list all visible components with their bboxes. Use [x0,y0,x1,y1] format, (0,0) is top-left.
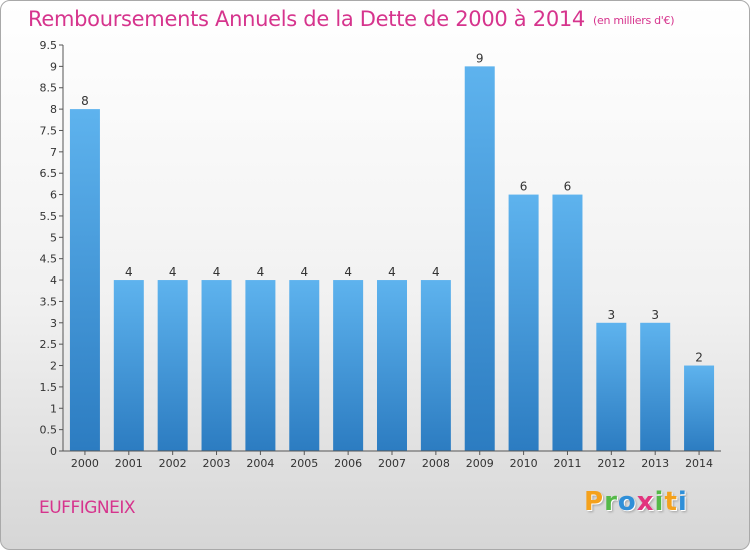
data-label-2010: 6 [520,180,528,194]
x-tick-label-2013: 2013 [641,457,669,470]
x-tick-label-2012: 2012 [597,457,625,470]
data-label-2014: 2 [695,351,703,365]
x-tick-label-2005: 2005 [290,457,318,470]
x-tick-label-2000: 2000 [71,457,99,470]
y-tick-label: 2.5 [40,338,58,351]
data-label-2012: 3 [608,308,616,322]
x-tick-label-2009: 2009 [466,457,494,470]
x-tick-label-2002: 2002 [159,457,187,470]
bar-2002 [157,280,188,451]
data-label-2000: 8 [81,94,89,108]
bar-2008 [420,280,451,451]
bar-2013 [640,322,671,451]
chart-unit-label: (en milliers d'€) [593,14,675,27]
y-tick-label: 5.5 [40,210,58,223]
data-label-2003: 4 [213,265,221,279]
y-tick-label: 7 [50,146,57,159]
data-label-2009: 9 [476,51,484,65]
data-label-2013: 3 [651,308,659,322]
bar-2009 [464,66,495,452]
bar-2000 [69,109,100,452]
x-tick-label-2001: 2001 [115,457,143,470]
x-tick-label-2010: 2010 [510,457,538,470]
chart-title: Remboursements Annuels de la Dette de 20… [28,7,674,31]
y-tick-label: 2 [50,360,57,373]
commune-name: EUFFIGNEIX [39,498,136,518]
y-tick-label: 8.5 [40,82,58,95]
data-label-2006: 4 [344,265,352,279]
y-tick-label: 1.5 [40,381,58,394]
y-axis: 0 0.5 1 1.5 2 2.5 3 3.5 4 4.5 5 5.5 6 6.5 7 7.5 8 8.5 9 9.5 [40,39,64,458]
data-label-2011: 6 [564,180,572,194]
data-label-2005: 4 [300,265,308,279]
proxiti-logo: Proxiti [584,487,688,517]
y-tick-label: 8 [50,103,57,116]
x-tick-label-2014: 2014 [685,457,713,470]
y-tick-label: 4 [50,274,57,287]
bar-2012 [596,322,627,451]
y-tick-label: 7.5 [40,124,58,137]
y-tick-label: 0.5 [40,424,58,437]
y-tick-label: 4.5 [40,253,58,266]
data-label-2007: 4 [388,265,396,279]
chart-title-text: Remboursements Annuels de la Dette de 20… [28,7,585,31]
y-tick-label: 3 [50,317,57,330]
bar-2006 [333,280,364,451]
bar-2007 [377,280,407,451]
y-tick-label: 3.5 [40,295,58,308]
bar-2001 [113,280,144,451]
x-tick-label-2008: 2008 [422,457,450,470]
y-tick-label: 9 [50,60,57,73]
y-tick-label: 9.5 [40,39,58,52]
bar-series: 8 4 4 4 4 4 4 4 4 9 6 6 3 3 2 [69,51,715,452]
data-label-2008: 4 [432,265,440,279]
bar-2010 [508,194,539,451]
data-label-2002: 4 [169,265,177,279]
bar-2004 [245,280,276,451]
y-tick-label: 6.5 [40,167,58,180]
x-tick-label-2007: 2007 [378,457,406,470]
bar-2005 [289,280,320,451]
y-tick-label: 5 [50,231,57,244]
x-tick-label-2006: 2006 [334,457,362,470]
x-tick-label-2003: 2003 [203,457,231,470]
bar-2011 [552,194,583,451]
x-axis: 2000 2001 2002 2003 2004 2005 2006 2007 2008 2009… [63,450,721,470]
y-tick-label: 1 [50,402,57,415]
data-label-2001: 4 [125,265,133,279]
data-label-2004: 4 [257,265,265,279]
x-tick-label-2004: 2004 [246,457,274,470]
y-tick-label: 0 [50,445,57,458]
y-tick-label: 6 [50,189,57,202]
bar-2014 [684,365,715,451]
bar-2003 [201,280,232,451]
x-tick-label-2011: 2011 [553,457,581,470]
